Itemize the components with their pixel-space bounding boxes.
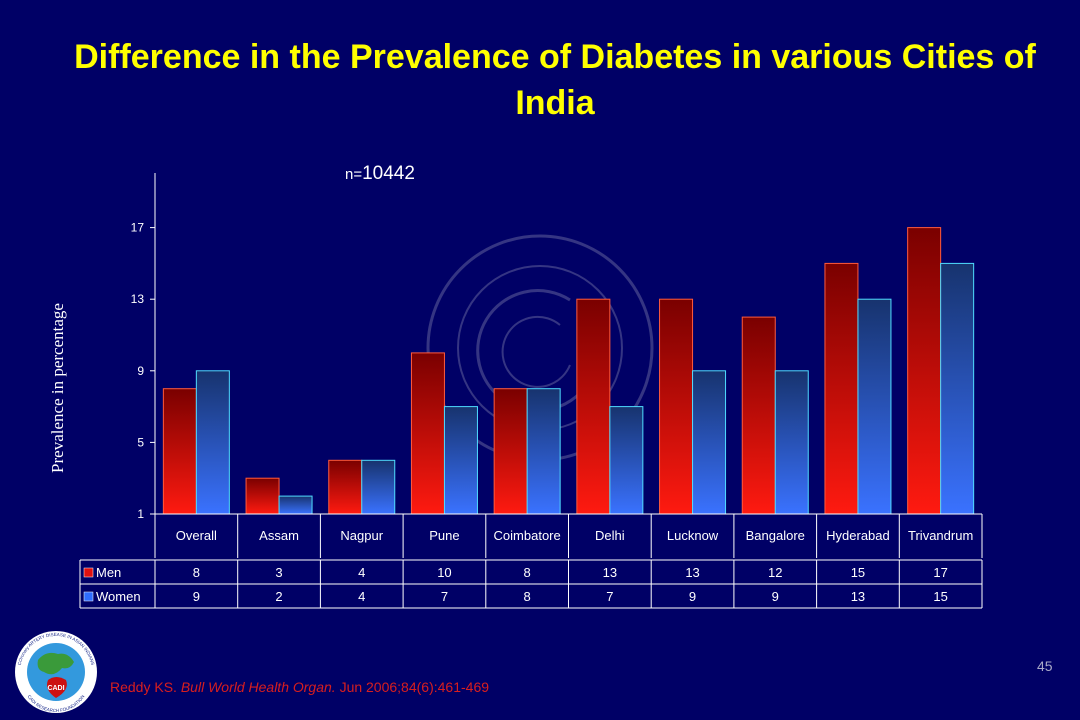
category-label: Lucknow [667, 528, 719, 543]
y-tick-label: 1 [137, 507, 144, 521]
slide-title: Difference in the Prevalence of Diabetes… [74, 38, 1036, 122]
category-label: Coimbatore [494, 528, 561, 543]
data-table: Overall Assam Nagpur Pune Coimbatore Delhi Luc… [79, 513, 983, 609]
category-label: Bangalore [746, 528, 805, 543]
bar-women-overall [195, 370, 230, 515]
table-cell-women: 9 [772, 589, 779, 604]
y-tick-label: 13 [131, 292, 145, 306]
bar-women-nagpur [361, 459, 396, 515]
bar-women-bangalore [774, 370, 809, 515]
legend-swatch-women [83, 591, 94, 602]
bar-women-trivandrum [940, 262, 975, 515]
page-number: 45 [1037, 658, 1053, 674]
table-cell-men: 10 [437, 565, 451, 580]
citation-details: Jun 2006;84(6):461-469 [339, 679, 490, 695]
table-cell-men: 13 [603, 565, 617, 580]
table-cell-men: 13 [685, 565, 699, 580]
table-cell-women: 9 [689, 589, 696, 604]
y-tick-label: 5 [137, 435, 144, 449]
legend-label-men: Men [96, 565, 121, 580]
bar-men-nagpur [328, 459, 363, 515]
bar-men-bangalore [741, 316, 776, 515]
table-cell-women: 8 [524, 589, 531, 604]
table-cell-men: 15 [851, 565, 865, 580]
bar-men-trivandrum [907, 227, 942, 515]
logo-center-text: CADI [47, 685, 64, 692]
citation-journal: Bull World Health Organ. [180, 679, 336, 695]
category-label: Assam [259, 528, 299, 543]
category-label: Pune [429, 528, 459, 543]
table-cell-women: 4 [358, 589, 365, 604]
category-label: Overall [176, 528, 217, 543]
legend-label-women: Women [96, 589, 141, 604]
table-cell-women: 2 [275, 589, 282, 604]
bar-layer [162, 227, 975, 515]
table-cell-women: 9 [193, 589, 200, 604]
bar-men-pune [410, 352, 445, 515]
bar-men-delhi [576, 298, 611, 515]
bar-men-lucknow [659, 298, 694, 515]
bar-men-hyderabad [824, 262, 859, 515]
table-cell-men: 17 [933, 565, 947, 580]
table-cell-women: 13 [851, 589, 865, 604]
table-cell-men: 8 [193, 565, 200, 580]
y-tick-label: 17 [131, 221, 145, 235]
category-label: Hyderabad [826, 528, 890, 543]
category-label: Delhi [595, 528, 625, 543]
bar-women-assam [278, 495, 313, 515]
bar-men-coimbatore [493, 388, 528, 515]
table-cell-men: 8 [524, 565, 531, 580]
cadi-logo-icon: CADI COronary ARTERY DISEASE IN ASIAN IN… [15, 631, 97, 713]
bar-men-overall [162, 388, 197, 515]
sample-size-prefix: n= [345, 166, 363, 183]
table-cell-women: 7 [441, 589, 448, 604]
category-label: Trivandrum [908, 528, 973, 543]
table-cell-men: 4 [358, 565, 365, 580]
bar-women-hyderabad [857, 298, 892, 515]
table-cell-men: 3 [275, 565, 282, 580]
table-cell-women: 7 [606, 589, 613, 604]
citation: Reddy KS. Bull World Health Organ. Jun 2… [110, 679, 489, 695]
bar-women-coimbatore [526, 388, 561, 515]
bar-women-delhi [609, 406, 644, 515]
table-cell-men: 12 [768, 565, 782, 580]
sample-size-value: 10442 [362, 163, 415, 184]
bar-men-assam [245, 477, 280, 515]
category-label: Nagpur [340, 528, 383, 543]
citation-author: Reddy KS. [110, 679, 177, 695]
sample-size-annotation: n=10442 [345, 163, 415, 185]
legend-swatch-men [83, 567, 94, 578]
y-tick-label: 9 [137, 364, 144, 378]
table-cell-women: 15 [933, 589, 947, 604]
bar-women-lucknow [692, 370, 727, 515]
bar-women-pune [443, 406, 478, 515]
axis-layer: 1 5 9 13 17 [131, 173, 156, 521]
